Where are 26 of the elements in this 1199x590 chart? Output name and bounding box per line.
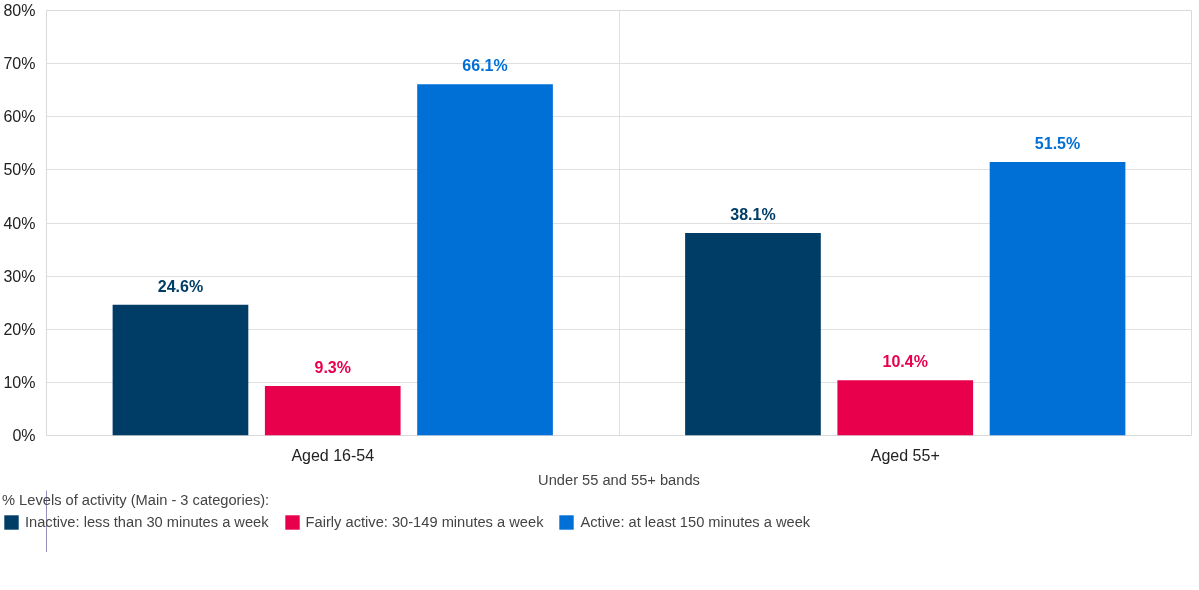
y-tick-label: 60% [3, 108, 36, 126]
bar [837, 380, 974, 436]
bar [685, 233, 821, 436]
y-tick-label: 70% [3, 55, 36, 73]
text: 24.6% [157, 277, 204, 295]
bar [989, 161, 1126, 436]
legend-label: Fairly active: 30-149 minutes a week [305, 514, 544, 530]
x-tick-label: Aged 16-54 [291, 446, 375, 464]
bar [112, 304, 249, 436]
text: 51.5% [1034, 134, 1081, 152]
x-tick-label: Aged 55+ [870, 446, 940, 464]
y-tick-label: 10% [3, 373, 36, 391]
y-tick-label: 80% [3, 2, 36, 19]
text: 10.4% [882, 353, 928, 371]
y-tick-label: 20% [3, 320, 36, 338]
legend-label: Active: at least 150 minutes a week [580, 514, 811, 530]
y-tick-label: 30% [3, 267, 36, 285]
bar [417, 84, 553, 436]
text: 38.1% [730, 206, 776, 224]
y-tick-label: 50% [3, 161, 36, 179]
text: 66.1% [462, 57, 508, 75]
y-tick-label: 40% [3, 214, 36, 232]
bar [264, 386, 401, 436]
y-tick-label: 0% [12, 427, 36, 444]
x-axis-title: Under 55 and 55+ bands [538, 471, 700, 488]
text: 9.3% [314, 359, 351, 377]
